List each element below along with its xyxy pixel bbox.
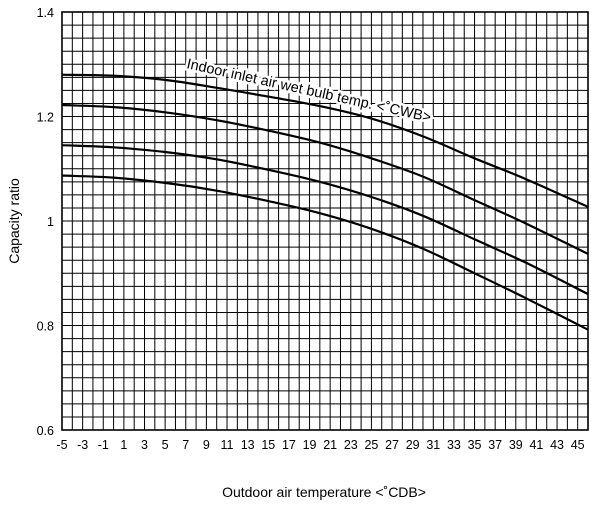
- x-tick-label: 13: [241, 438, 255, 452]
- wet-bulb-annotation: Indoor inlet air wet bulb temp. <˚CWB>: [185, 56, 432, 126]
- x-tick-labels: -5 -3 -1 1 3 5 7 9 11 13 15 17 19 21 23 25 27 29 31 33 35 37 3…: [56, 438, 584, 452]
- x-tick-label: 39: [509, 438, 523, 452]
- x-tick-label: 1: [120, 438, 127, 452]
- x-tick-label: 17: [282, 438, 296, 452]
- x-tick-label: 37: [488, 438, 502, 452]
- x-tick-label: -1: [98, 438, 109, 452]
- plot-frame: [61, 11, 589, 431]
- x-tick-label: -5: [56, 438, 67, 452]
- x-tick-label: 27: [385, 438, 399, 452]
- x-tick-label: 45: [571, 438, 585, 452]
- y-tick-label: 1.2: [37, 111, 54, 125]
- x-tick-label: 9: [203, 438, 210, 452]
- series-line-4: [61, 174, 589, 331]
- x-tick-label: 33: [447, 438, 461, 452]
- series-line-2: [61, 103, 589, 255]
- x-tick-label: 41: [529, 438, 543, 452]
- x-tick-label: 29: [406, 438, 420, 452]
- x-tick-label: -3: [77, 438, 88, 452]
- y-tick-labels: 0.6 0.8 1 1.2 1.4: [37, 6, 54, 438]
- y-tick-label: 1.4: [37, 6, 54, 20]
- x-tick-label: 25: [364, 438, 378, 452]
- x-tick-label: 31: [426, 438, 440, 452]
- x-tick-label: 3: [141, 438, 148, 452]
- x-tick-label: 21: [323, 438, 337, 452]
- x-tick-label: 19: [303, 438, 317, 452]
- y-tick-label: 1: [47, 215, 54, 229]
- x-tick-label: 7: [182, 438, 189, 452]
- x-tick-label: 35: [468, 438, 482, 452]
- x-tick-label: 11: [221, 438, 234, 452]
- x-tick-label: 15: [261, 438, 275, 452]
- y-tick-label: 0.8: [37, 320, 54, 334]
- series-group: [61, 73, 589, 331]
- x-tick-label: 43: [550, 438, 564, 452]
- y-axis-label: Capacity ratio: [6, 178, 22, 264]
- x-tick-label: 5: [162, 438, 169, 452]
- y-tick-label: 0.6: [37, 424, 54, 438]
- x-axis-label: Outdoor air temperature <˚CDB>: [222, 484, 426, 500]
- x-tick-label: 23: [344, 438, 358, 452]
- series-line-3: [61, 144, 589, 296]
- series-line-1: [61, 73, 589, 208]
- grid: [62, 12, 588, 430]
